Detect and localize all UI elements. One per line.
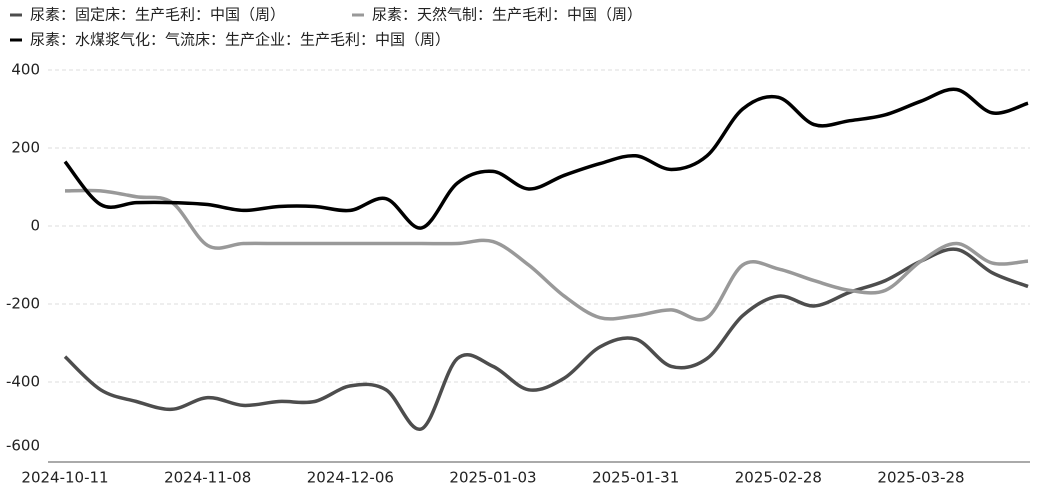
y-tick-label: 0 [30,217,40,235]
line [63,247,1029,431]
legend-label: 尿素：水煤浆气化：气流床：生产企业：生产毛利：中国（周） [30,31,450,49]
legend-label: 尿素：固定床：生产毛利：中国（周） [30,6,285,24]
y-tick-label: -400 [6,373,40,391]
y-tick-label: -600 [6,437,40,455]
legend-label: 尿素：天然气制：生产毛利：中国（周） [372,6,642,24]
y-tick-label: 200 [11,139,40,157]
x-tick-label: 2024-11-08 [164,469,251,487]
x-tick-label: 2025-03-28 [877,469,964,487]
x-tick-label: 2025-01-03 [449,469,536,487]
y-tick-label: -200 [6,295,40,313]
line [63,87,1029,230]
y-tick-label: 400 [11,61,40,79]
line [64,188,1029,322]
x-tick-label: 2025-02-28 [735,469,822,487]
x-tick-label: 2024-12-06 [307,469,394,487]
x-tick-label: 2024-10-11 [21,469,108,487]
x-tick-label: 2025-01-31 [592,469,679,487]
